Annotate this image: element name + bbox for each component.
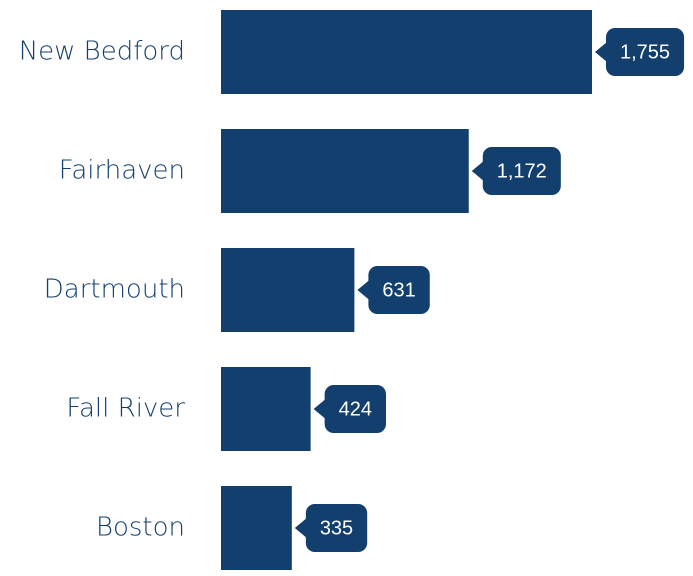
value-callout: 1,755	[595, 28, 685, 76]
category-label: Fairhaven	[59, 156, 185, 186]
bar	[221, 367, 311, 451]
callout-pointer	[595, 42, 607, 62]
callout-pointer	[471, 161, 484, 181]
category-label: Fall River	[66, 394, 185, 424]
value-label: 631	[382, 279, 415, 301]
bar	[221, 129, 469, 213]
category-label: Dartmouth	[44, 275, 185, 305]
callout-box	[324, 385, 387, 433]
callout-pointer	[294, 518, 307, 538]
callout-pointer	[357, 280, 370, 300]
value-label: 335	[320, 517, 353, 539]
bar	[221, 248, 355, 332]
callout-box	[368, 266, 430, 314]
value-label: 1,172	[497, 160, 547, 182]
category-label: New Bedford	[19, 37, 185, 67]
value-callout: 424	[313, 385, 387, 433]
value-callout: 631	[357, 266, 430, 314]
bar	[221, 10, 592, 94]
callout-box	[482, 147, 561, 195]
callout-pointer	[313, 399, 326, 419]
value-label: 424	[339, 398, 372, 420]
value-callout: 335	[294, 504, 368, 552]
value-label: 1,755	[620, 41, 670, 63]
category-label: Boston	[96, 513, 185, 543]
value-callout: 1,172	[471, 147, 561, 195]
callout-box	[606, 28, 685, 76]
bar	[221, 486, 292, 570]
callout-box	[305, 504, 368, 552]
